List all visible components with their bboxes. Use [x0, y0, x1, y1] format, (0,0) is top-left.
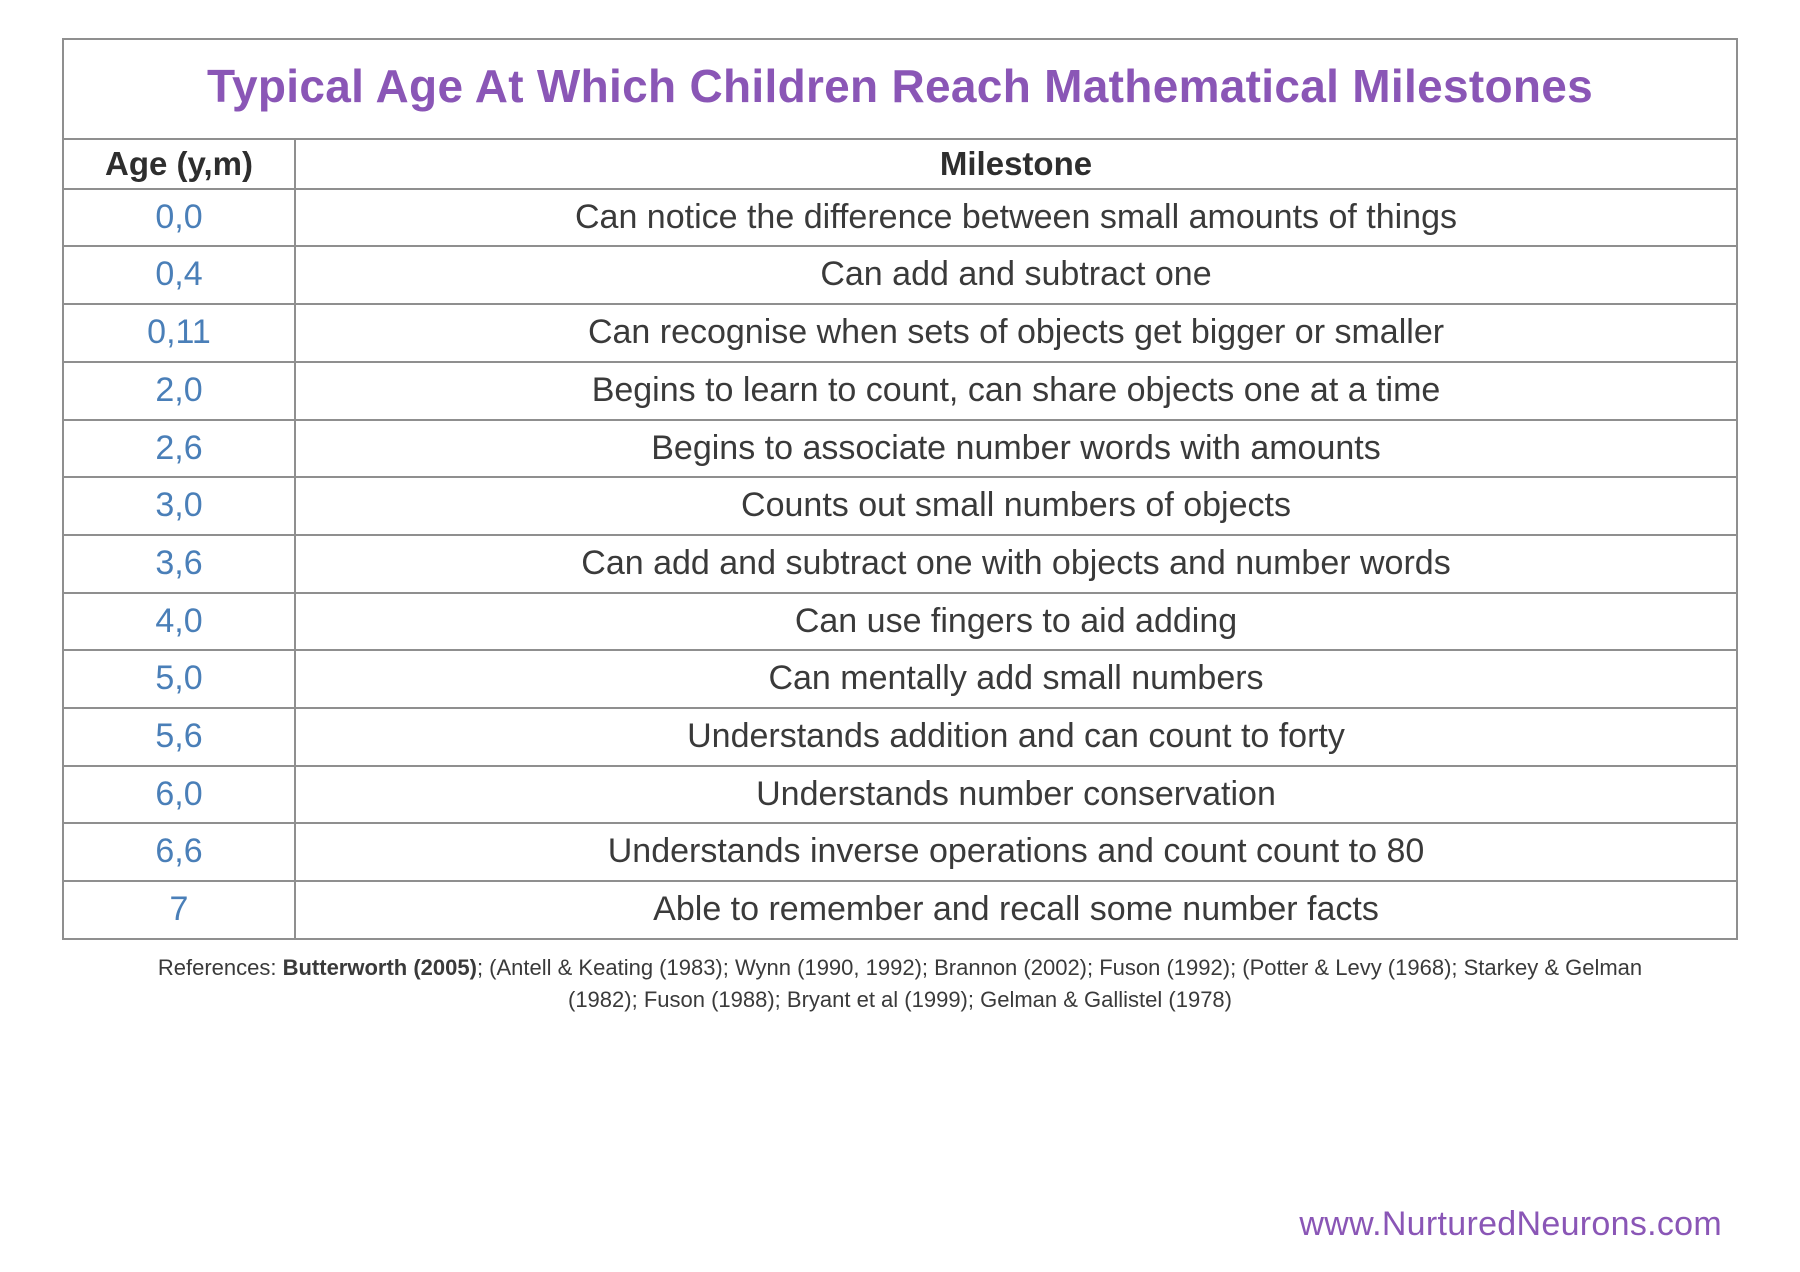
milestone-cell: Can notice the difference between small …	[295, 189, 1737, 247]
col-header-age: Age (y,m)	[63, 139, 295, 189]
age-cell: 5,0	[63, 650, 295, 708]
milestone-cell: Able to remember and recall some number …	[295, 881, 1737, 939]
age-cell: 0,11	[63, 304, 295, 362]
milestone-cell: Can recognise when sets of objects get b…	[295, 304, 1737, 362]
age-cell: 5,6	[63, 708, 295, 766]
table-row: 0,11Can recognise when sets of objects g…	[63, 304, 1737, 362]
table-row: 3,6Can add and subtract one with objects…	[63, 535, 1737, 593]
site-url: www.NurturedNeurons.com	[1299, 1205, 1722, 1244]
col-header-milestone: Milestone	[295, 139, 1737, 189]
age-cell: 6,0	[63, 766, 295, 824]
table-row: 6,0Understands number conservation	[63, 766, 1737, 824]
age-cell: 6,6	[63, 823, 295, 881]
milestone-cell: Can add and subtract one	[295, 246, 1737, 304]
age-cell: 2,0	[63, 362, 295, 420]
table-row: 5,6Understands addition and can count to…	[63, 708, 1737, 766]
references-bold: Butterworth (2005)	[283, 955, 477, 980]
header-row: Age (y,m) Milestone	[63, 139, 1737, 189]
table-row: 7Able to remember and recall some number…	[63, 881, 1737, 939]
table-row: 6,6Understands inverse operations and co…	[63, 823, 1737, 881]
table-row: 3,0Counts out small numbers of objects	[63, 477, 1737, 535]
milestone-cell: Understands inverse operations and count…	[295, 823, 1737, 881]
table-row: 0,0Can notice the difference between sma…	[63, 189, 1737, 247]
age-cell: 7	[63, 881, 295, 939]
age-cell: 4,0	[63, 593, 295, 651]
page: Typical Age At Which Children Reach Math…	[0, 0, 1800, 1272]
age-cell: 3,6	[63, 535, 295, 593]
age-cell: 0,0	[63, 189, 295, 247]
milestone-cell: Understands addition and can count to fo…	[295, 708, 1737, 766]
age-cell: 0,4	[63, 246, 295, 304]
milestone-cell: Counts out small numbers of objects	[295, 477, 1737, 535]
age-cell: 3,0	[63, 477, 295, 535]
table-row: 4,0Can use fingers to aid adding	[63, 593, 1737, 651]
table-row: 5,0Can mentally add small numbers	[63, 650, 1737, 708]
references-prefix: References:	[158, 955, 283, 980]
milestone-cell: Can use fingers to aid adding	[295, 593, 1737, 651]
references: References: Butterworth (2005); (Antell …	[62, 952, 1738, 1016]
table-row: 0,4Can add and subtract one	[63, 246, 1737, 304]
age-cell: 2,6	[63, 420, 295, 478]
table-row: 2,0Begins to learn to count, can share o…	[63, 362, 1737, 420]
milestone-cell: Understands number conservation	[295, 766, 1737, 824]
milestone-cell: Can mentally add small numbers	[295, 650, 1737, 708]
title-row: Typical Age At Which Children Reach Math…	[63, 39, 1737, 139]
references-rest: ; (Antell & Keating (1983); Wynn (1990, …	[477, 955, 1642, 1012]
milestone-cell: Begins to associate number words with am…	[295, 420, 1737, 478]
milestones-table: Typical Age At Which Children Reach Math…	[62, 38, 1738, 940]
table-row: 2,6Begins to associate number words with…	[63, 420, 1737, 478]
table-title: Typical Age At Which Children Reach Math…	[104, 58, 1696, 116]
milestone-cell: Begins to learn to count, can share obje…	[295, 362, 1737, 420]
milestone-cell: Can add and subtract one with objects an…	[295, 535, 1737, 593]
title-cell: Typical Age At Which Children Reach Math…	[63, 39, 1737, 139]
